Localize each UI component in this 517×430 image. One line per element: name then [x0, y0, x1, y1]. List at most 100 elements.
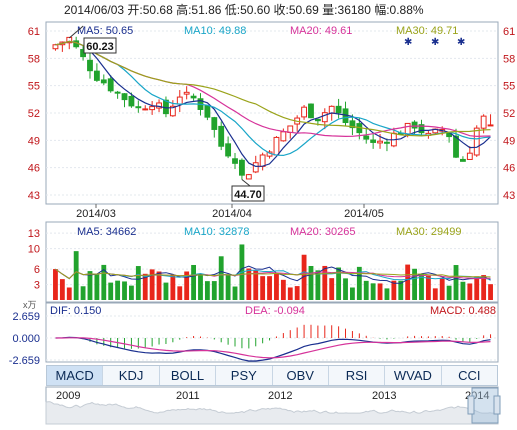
volume-bar — [363, 280, 369, 300]
candle-body — [301, 106, 307, 118]
annot-high-text: 60.23 — [86, 41, 114, 53]
volume-ma-label-5: MA5: 34662 — [77, 226, 136, 238]
candle-body — [308, 103, 314, 119]
volume-bar — [108, 282, 114, 300]
candle-body — [156, 102, 162, 109]
candle-body — [370, 139, 377, 143]
macd-ytick: 2.659 — [12, 311, 40, 323]
volume-bar — [59, 279, 65, 300]
candle-body — [100, 79, 107, 84]
price-ytick-left: 49 — [28, 135, 40, 147]
indicator-tabs: MACD KDJ BOLL PSY OBV RSI WVAD CCI — [46, 365, 498, 386]
volume-ytick: 13 — [28, 228, 40, 240]
tab-obv[interactable]: OBV — [273, 366, 329, 385]
candle-body — [232, 158, 238, 164]
candle-body — [135, 106, 142, 109]
volume-bar — [315, 270, 321, 300]
candle-body — [404, 122, 411, 135]
price-ytick-left: 43 — [28, 190, 40, 202]
volume-bar — [156, 271, 162, 300]
volume-bar — [115, 280, 121, 300]
volume-bar — [294, 286, 300, 300]
candle-body — [453, 135, 459, 158]
volume-bar — [142, 273, 148, 300]
volume-bar — [308, 265, 314, 300]
star-icon: ✱ — [404, 37, 412, 48]
price-ma-label-10: MA10: 49.88 — [184, 25, 246, 37]
volume-bar — [356, 266, 362, 300]
volume-bar — [198, 274, 203, 300]
candle-body — [411, 121, 418, 129]
macd-ytick: -2.659 — [9, 355, 40, 367]
volume-ma-label-10: MA10: 32878 — [184, 226, 249, 238]
volume-bar — [129, 285, 134, 300]
volume-bar — [170, 274, 176, 300]
candle-body — [93, 70, 100, 81]
tab-cci[interactable]: CCI — [458, 368, 481, 383]
price-ytick-left: 55 — [28, 81, 40, 93]
volume-bar — [287, 287, 293, 300]
volume-bar — [218, 256, 224, 300]
price-ma-label-20: MA20: 49.61 — [290, 25, 352, 37]
volume-bar — [191, 264, 196, 300]
candle-body — [190, 95, 197, 99]
volume-bar — [425, 275, 431, 300]
candle-body — [218, 125, 225, 147]
volume-bar — [260, 276, 266, 300]
tab-rsi[interactable]: RSI — [329, 366, 386, 385]
volume-bar — [94, 274, 100, 300]
price-ytick-left: 58 — [28, 53, 40, 65]
tab-wvad[interactable]: WVAD — [385, 366, 442, 385]
volume-bar — [280, 279, 286, 300]
volume-ma-line-30 — [55, 268, 491, 280]
candle-body — [128, 95, 135, 107]
volume-bar — [66, 287, 72, 300]
tab-macd[interactable]: MACD — [47, 366, 104, 385]
navigator-year-label: 2011 — [176, 390, 200, 402]
volume-bar — [398, 280, 404, 300]
tab-psy[interactable]: PSY — [216, 366, 273, 385]
volume-bar — [122, 281, 127, 300]
volume-bar — [419, 273, 424, 300]
candle-body — [384, 141, 390, 144]
volume-bar — [370, 283, 376, 300]
star-icon: ✱ — [457, 37, 465, 48]
x-tick-label: 2014/04 — [212, 208, 252, 220]
annot-high-box — [83, 37, 117, 54]
volume-ma-label-30: MA30: 29499 — [396, 226, 461, 238]
volume-unit: x万 — [23, 300, 37, 310]
candle-body — [473, 127, 480, 156]
volume-bar — [267, 276, 272, 300]
macd-dif-label: DIF: 0.150 — [50, 305, 101, 317]
volume-bar — [232, 286, 238, 300]
macd-value-label: MACD: 0.488 — [430, 305, 496, 317]
navigator-year-label: 2012 — [268, 390, 292, 402]
candle-body — [183, 91, 190, 95]
volume-bar — [53, 269, 58, 300]
tab-kdj[interactable]: KDJ — [103, 366, 160, 385]
volume-ma-line-5 — [55, 265, 491, 284]
volume-bar — [488, 284, 493, 300]
volume-bar — [336, 267, 342, 300]
x-tick-label: 2014/03 — [76, 208, 116, 220]
volume-bar — [253, 270, 259, 300]
annot-low-box — [231, 185, 265, 202]
volume-bar — [481, 275, 487, 300]
price-ytick-right: 46 — [503, 163, 515, 175]
candle-body — [377, 140, 383, 144]
volume-bar — [301, 254, 307, 300]
volume-bar — [391, 280, 397, 300]
navigator-handle-right — [493, 395, 501, 415]
volume-bar — [87, 271, 93, 300]
volume-bar — [453, 265, 459, 300]
tab-boll[interactable]: BOLL — [160, 366, 217, 385]
candle-body — [460, 158, 466, 162]
navigator-area — [45, 401, 499, 425]
volume-bar — [211, 281, 217, 300]
candle-body — [87, 59, 93, 72]
volume-bar — [73, 251, 79, 300]
volume-bar — [474, 276, 480, 300]
candle-body — [446, 132, 453, 138]
